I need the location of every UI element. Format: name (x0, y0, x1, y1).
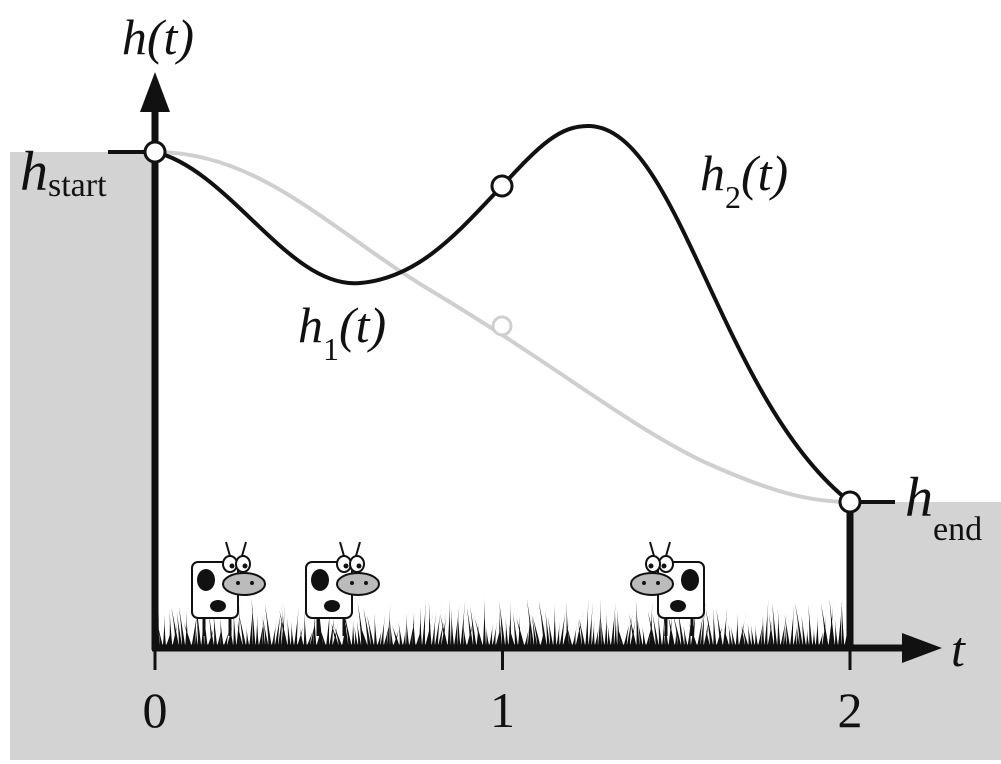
cow-pupil (661, 563, 667, 569)
tick-label: 2 (838, 682, 863, 738)
cow-spot (324, 600, 340, 612)
cow-nostril (364, 581, 368, 585)
cow-muzzle (222, 572, 266, 596)
node (490, 174, 514, 198)
h1-label: h1(t) (298, 297, 386, 367)
label-base: h (905, 467, 933, 529)
x-arrow (902, 633, 942, 663)
cow-horns (339, 541, 361, 557)
cow (191, 541, 266, 636)
ground (10, 152, 1001, 760)
cow-nostril (236, 581, 240, 585)
cow-eye (235, 555, 251, 573)
cow-pupil (648, 563, 654, 569)
cow-nostril (350, 581, 354, 585)
label-sub: start (48, 167, 107, 204)
cow-pupil (343, 563, 349, 569)
cow-spot (681, 569, 699, 591)
cow-eye (336, 555, 352, 573)
cow-eye (658, 555, 674, 573)
cow-nostril (656, 581, 660, 585)
grass-blades (156, 596, 851, 646)
cow-nostril (642, 581, 646, 585)
node (491, 315, 513, 337)
cow-spot (197, 569, 215, 591)
cow-pupil (356, 563, 362, 569)
cow-spot (210, 600, 226, 612)
x-ticks: 0 1 2 (143, 648, 863, 738)
grass (156, 596, 851, 646)
cow-muzzle (630, 572, 674, 596)
y-arrow (140, 72, 170, 112)
node (838, 490, 862, 514)
cow-spot (670, 600, 686, 612)
cow-spot (311, 569, 329, 591)
label-base: h (700, 145, 725, 201)
cow-pupil (229, 563, 235, 569)
tick-label: 1 (490, 682, 515, 738)
label-base: h (298, 297, 323, 353)
cows (191, 541, 705, 636)
curve-h1 (154, 150, 851, 504)
cow-nostril (250, 581, 254, 585)
cow-muzzle (336, 572, 380, 596)
node (143, 140, 167, 164)
label-sub: 1 (323, 331, 339, 367)
label-tail: (t) (339, 297, 386, 353)
cow-eye (222, 555, 238, 573)
cow (305, 541, 380, 636)
label-base: h (20, 141, 48, 203)
cow-horns (225, 541, 247, 557)
h-end-label: hend (905, 467, 982, 548)
cow-horns (649, 541, 671, 557)
label-tail: (t) (741, 145, 788, 201)
y-axis-label: h(t) (122, 9, 194, 65)
label-sub: end (933, 511, 982, 548)
cow-eye (645, 555, 661, 573)
label-sub: 2 (725, 179, 741, 215)
cow-pupil (242, 563, 248, 569)
h2-label: h2(t) (700, 145, 788, 215)
x-axis-label: t (951, 621, 966, 677)
cow (630, 541, 705, 636)
h-start-label: hstart (20, 141, 107, 204)
cow-eye (349, 555, 365, 573)
tick-label: 0 (143, 682, 168, 738)
